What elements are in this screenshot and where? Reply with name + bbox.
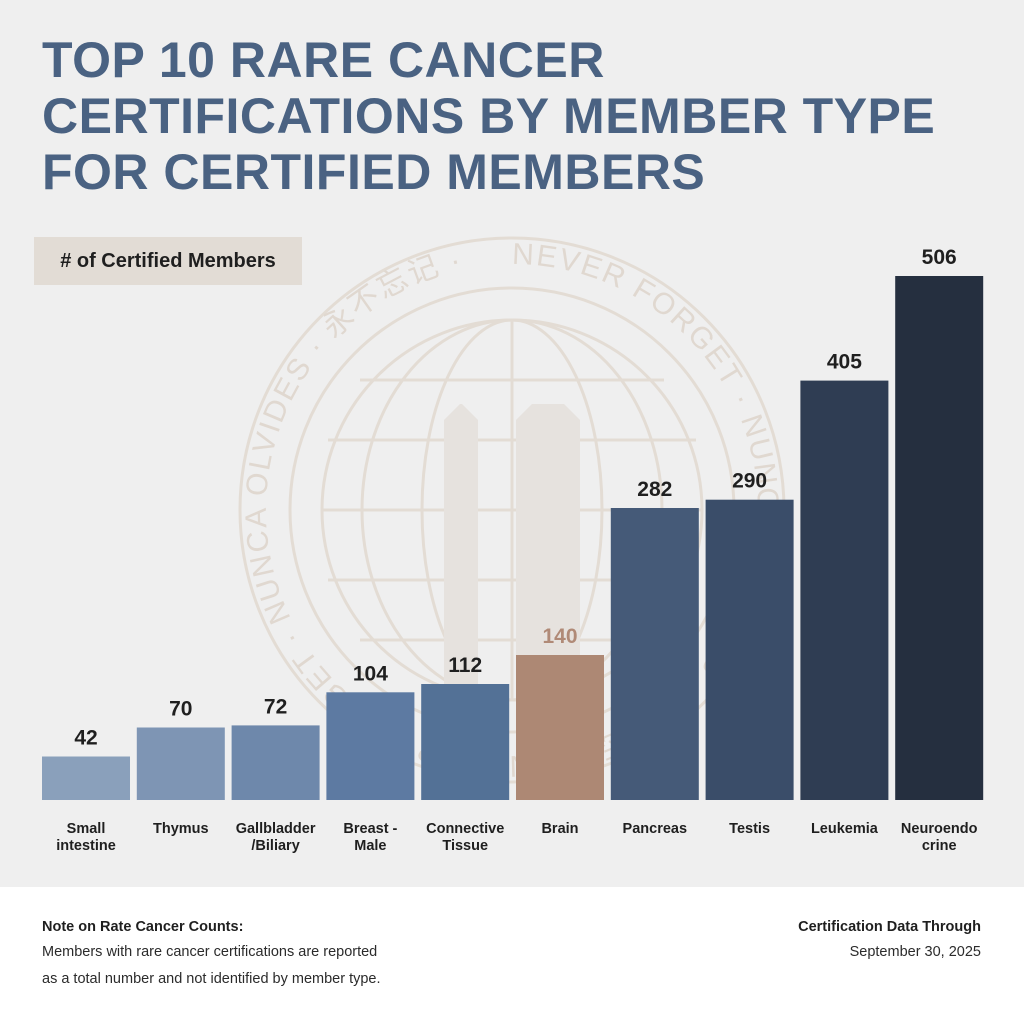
bar-chart: 42 Small intestine 70 Thymus 72 Gallbladder/Bi… [42,246,984,854]
tower-shape [516,404,580,700]
bar [136,727,225,800]
bar [610,508,699,800]
category-label: Neuroendo crine [901,821,978,854]
chart-title-line: CERTIFICATIONS BY MEMBER TYPE [42,88,936,144]
bar [421,684,510,800]
bar-value-label: 405 [827,351,862,374]
note-heading: Note on Rate Cancer Counts: [42,919,244,935]
bar [800,380,889,800]
chart-title-line: TOP 10 RARE CANCER [42,32,605,88]
tower-shape [444,404,478,700]
bar-value-label: 112 [448,654,482,677]
bar [895,276,984,800]
note-line: Members with rare cancer certifications … [42,944,378,960]
note-line: as a total number and not identified by … [42,971,381,987]
bar-value-label: 42 [74,727,97,750]
bar-value-label: 290 [732,470,767,493]
y-axis-badge: # of Certified Members [34,237,302,285]
chart-title: TOP 10 RARE CANCER CERTIFICATIONS BY MEM… [42,32,1002,200]
category-label: Brain [541,821,578,837]
bar [326,692,415,800]
category-label: Connective Tissue [426,821,504,854]
data-through-date: September 30, 2025 [849,944,981,960]
category-label: Breast -Male [343,821,397,854]
category-label: Thymus [153,821,209,837]
bar-value-label: 140 [542,625,577,648]
bar [42,756,130,800]
chart-title-line: FOR CERTIFIED MEMBERS [42,144,706,200]
category-label: Small intestine [56,821,116,854]
bar-value-label: 72 [264,695,287,718]
category-label: Testis [729,821,770,837]
footer: Note on Rate Cancer Counts: Members with… [0,887,1024,1024]
bar [516,655,604,800]
bar-value-label: 104 [353,662,388,685]
bar-value-label: 282 [637,478,672,501]
data-through-heading: Certification Data Through [798,919,981,935]
category-label: Gallbladder/Biliary [236,821,316,854]
bar [231,725,320,800]
category-label: Leukemia [811,821,879,837]
bar-value-label: 506 [922,246,957,269]
bar-value-label: 70 [169,698,192,721]
category-label: Pancreas [623,821,688,837]
bar [705,499,794,800]
